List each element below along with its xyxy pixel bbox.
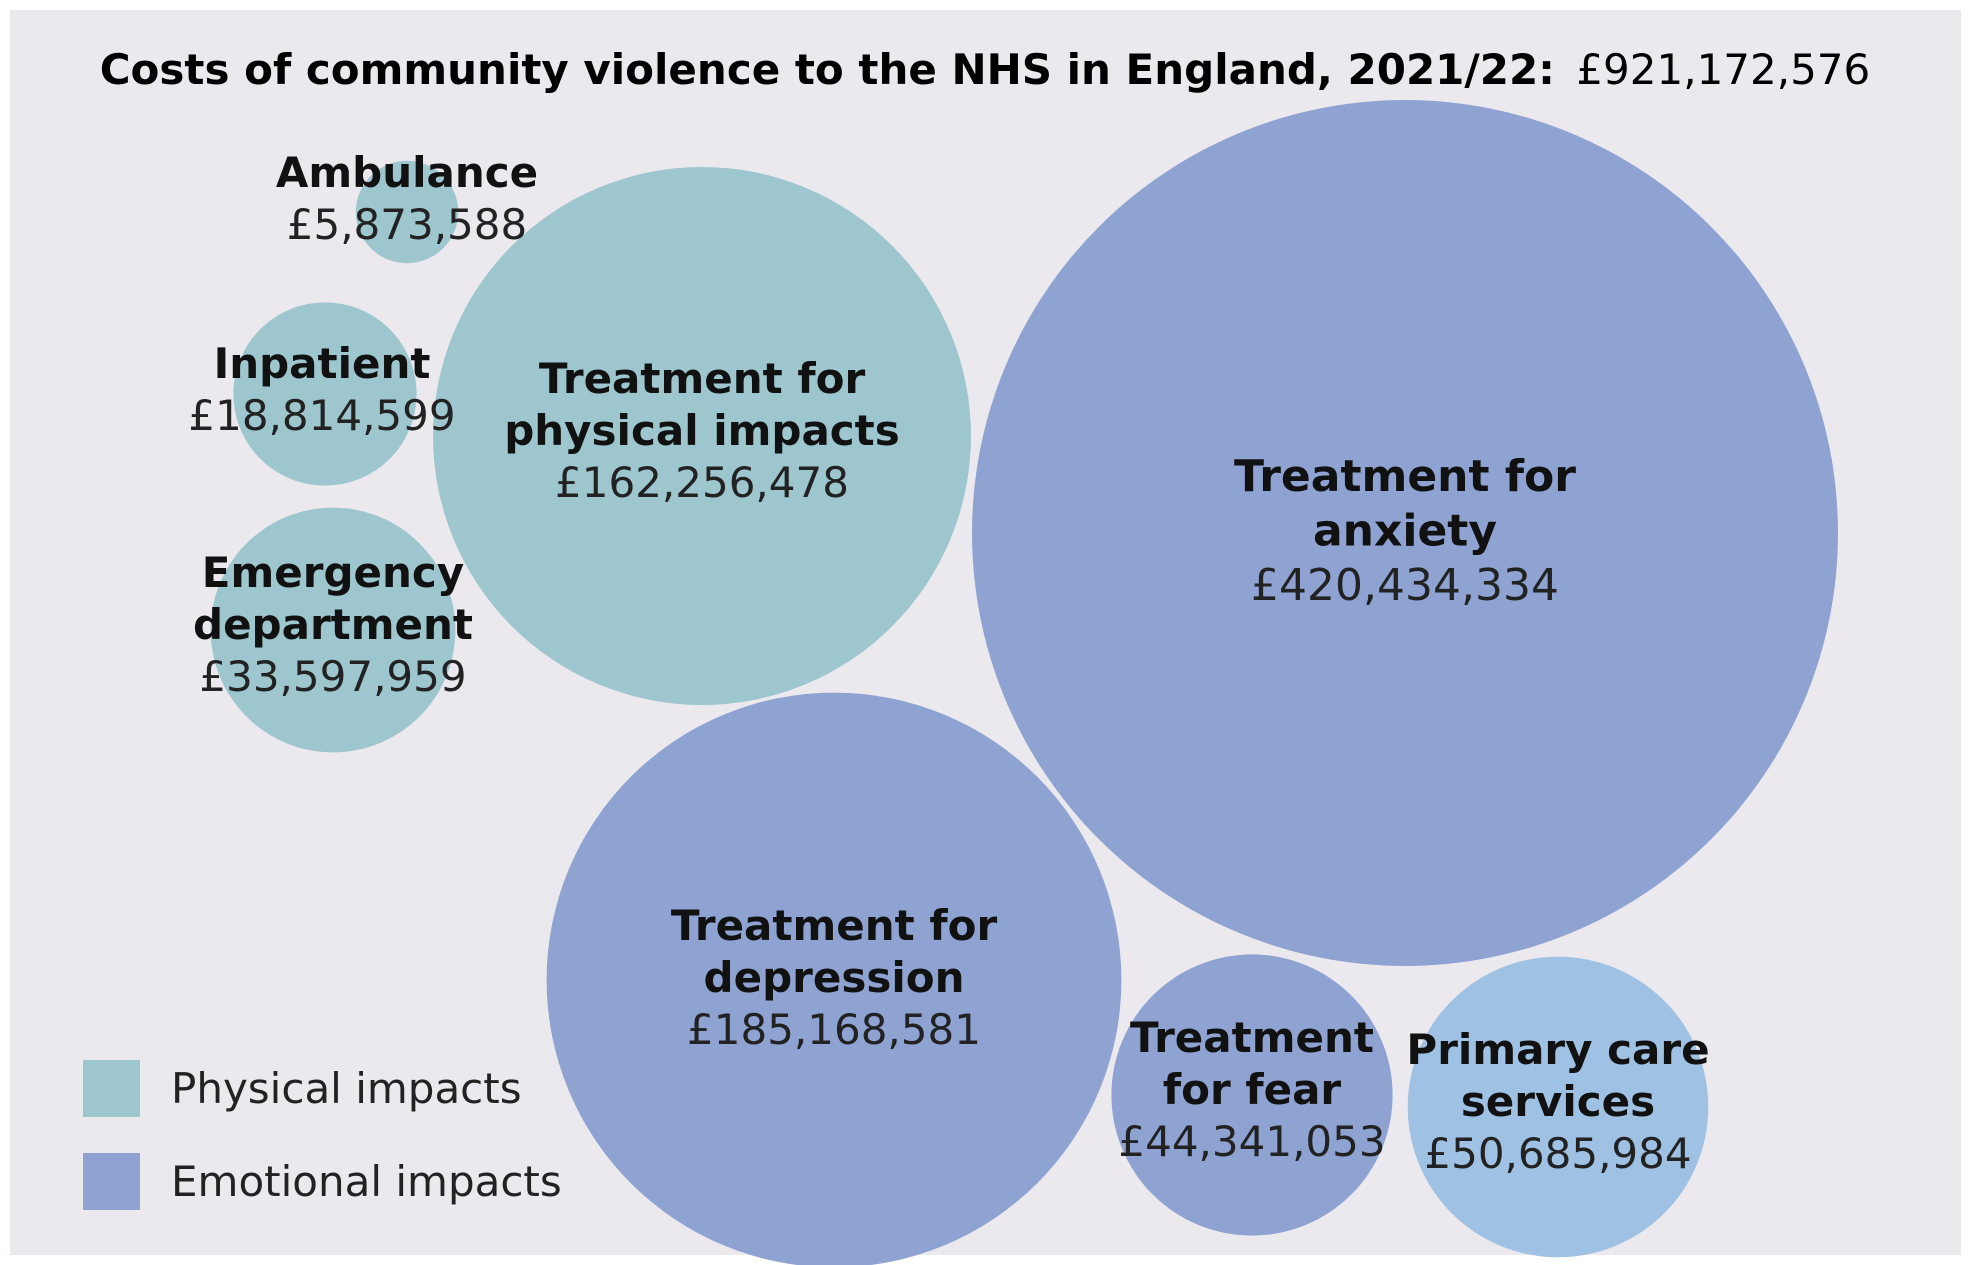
bubbles-layer	[210, 100, 1838, 1265]
legend-swatch-physical	[83, 1060, 140, 1117]
legend-label-physical: Physical impacts	[171, 1064, 522, 1113]
bubble-depression	[546, 692, 1122, 1265]
bubble-depression-value-label: £185,168,581	[687, 1005, 981, 1054]
bubble-primary-care-name-line: services	[1461, 1077, 1655, 1126]
bubble-fear	[1111, 954, 1393, 1236]
bubble-primary-care-value-label: £50,685,984	[1424, 1129, 1691, 1178]
bubble-anxiety-name-line: anxiety	[1313, 506, 1497, 557]
legend-label-emotional: Emotional impacts	[171, 1157, 562, 1206]
bubble-emergency-department-name-line: Emergency	[202, 548, 464, 597]
bubble-emergency-department-value-label: £33,597,959	[199, 652, 466, 701]
chart-title: Costs of community violence to the NHS i…	[100, 45, 1871, 94]
bubble-fear-name-line: for fear	[1163, 1065, 1342, 1114]
chart-title-total: £921,172,576	[1576, 45, 1870, 94]
bubble-physical-impacts-name-line: Treatment for	[539, 354, 866, 403]
bubble-ambulance	[355, 160, 459, 264]
bubble-inpatient-name-line: Inpatient	[214, 339, 431, 388]
bubble-labels-layer: Ambulance£5,873,588 Inpatient£18,814,599 E…	[188, 148, 1709, 1178]
bubble-depression-name-line: Treatment for	[671, 901, 998, 950]
bubble-inpatient	[233, 302, 417, 486]
chart-title-bold: Costs of community violence to the NHS i…	[100, 45, 1555, 94]
legend-swatch-emotional	[83, 1153, 140, 1210]
bubble-fear-value-label: £44,341,053	[1118, 1117, 1385, 1166]
bubble-anxiety-name-line: Treatment for	[1234, 451, 1576, 502]
bubble-fear-name-line: Treatment	[1130, 1013, 1374, 1062]
bubble-emergency-department	[210, 507, 456, 753]
bubble-anxiety	[972, 100, 1838, 966]
bubble-ambulance-name-line: Ambulance	[276, 148, 538, 197]
bubble-physical-impacts-value-label: £162,256,478	[555, 458, 849, 507]
bubble-ambulance-value-label: £5,873,588	[287, 200, 527, 249]
bubble-depression-name-line: depression	[704, 953, 965, 1002]
bubble-inpatient-value-label: £18,814,599	[188, 391, 455, 440]
bubble-anxiety-value-label: £420,434,334	[1251, 560, 1559, 611]
bubble-physical-impacts	[433, 167, 971, 705]
bubble-primary-care	[1407, 956, 1709, 1258]
legend: Physical impacts Emotional impacts	[83, 1060, 562, 1210]
bubble-emergency-department-name-line: department	[193, 600, 473, 649]
bubble-physical-impacts-name-line: physical impacts	[504, 406, 900, 455]
bubble-primary-care-name-line: Primary care	[1406, 1025, 1709, 1074]
